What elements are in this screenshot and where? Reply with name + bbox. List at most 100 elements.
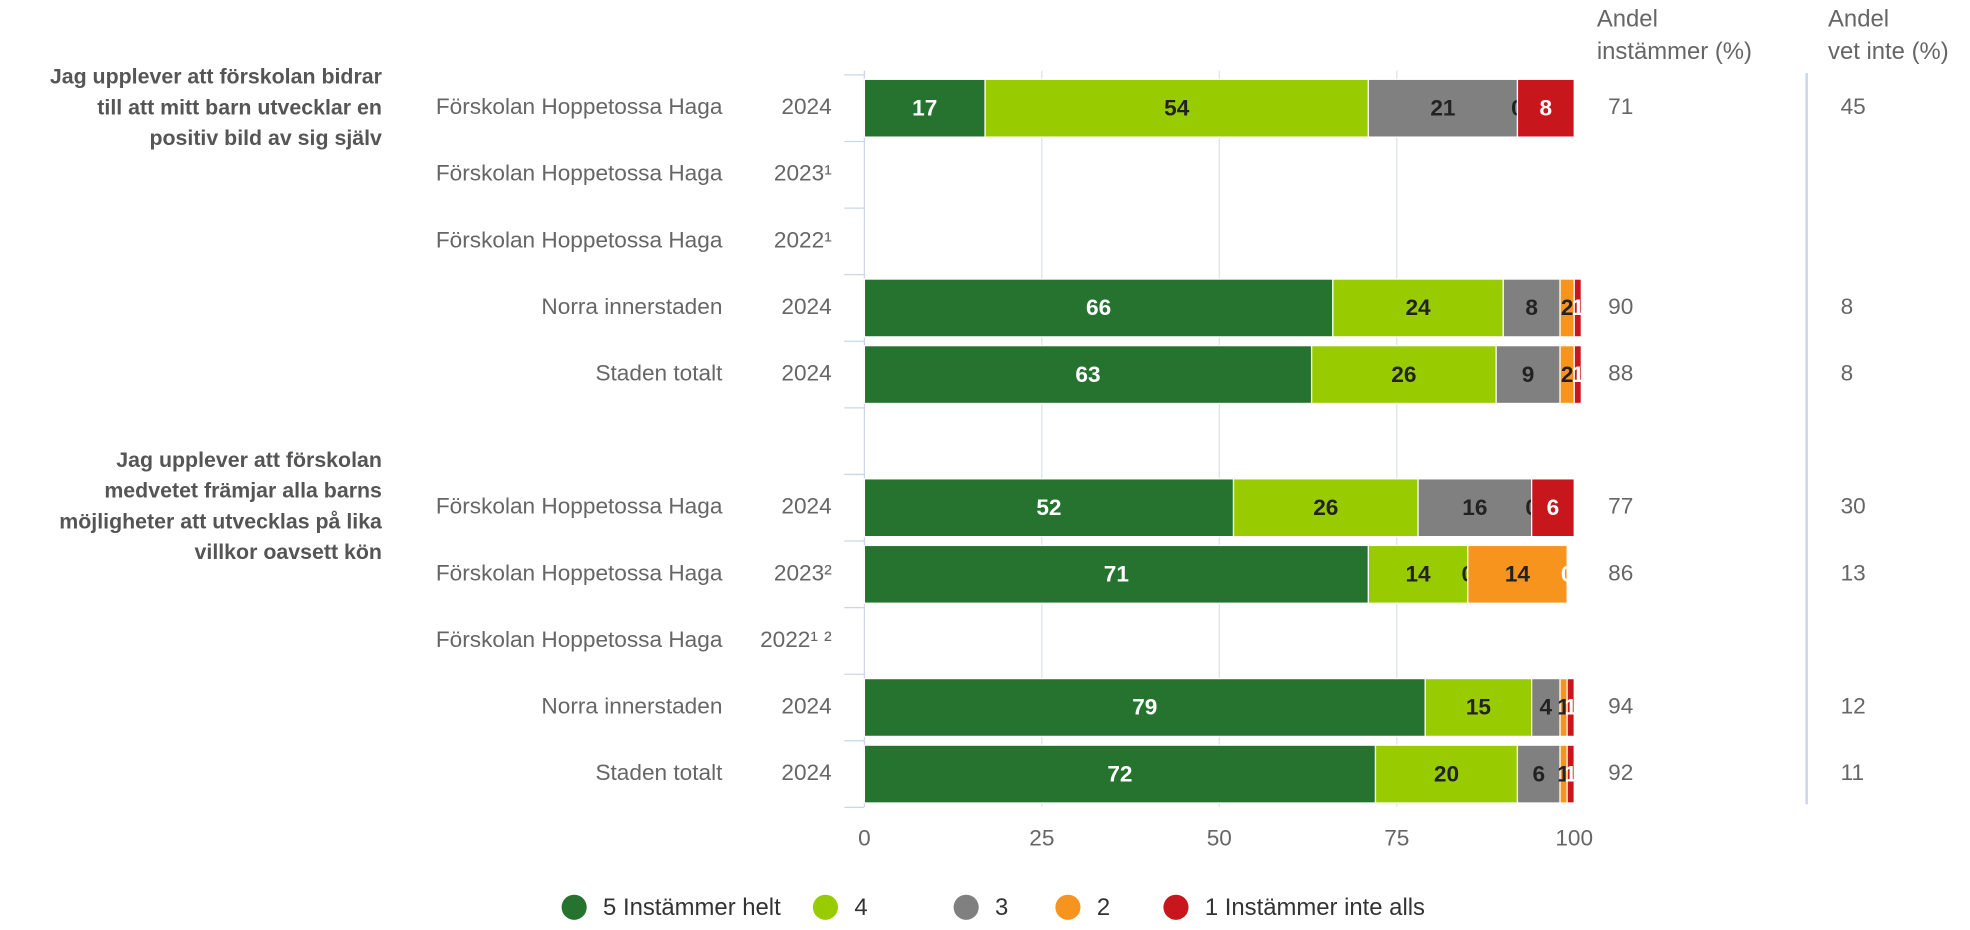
column-value: 88 <box>1608 361 1633 386</box>
data-label: 26 <box>1313 495 1338 520</box>
column-value: 94 <box>1608 693 1633 718</box>
bar-segment <box>863 345 1313 405</box>
data-label: 9 <box>1522 362 1535 387</box>
bar-segment <box>863 544 1370 604</box>
year-label: 2023² <box>774 560 832 585</box>
column-title: Andel <box>1828 6 1889 33</box>
question-label: möjligheter att utvecklas på lika <box>59 509 382 533</box>
legend-marker <box>953 894 979 920</box>
category-label: Förskolan Hoppetossa Haga <box>436 627 723 652</box>
data-label: 1 <box>1572 295 1585 320</box>
category-label: Förskolan Hoppetossa Haga <box>436 227 723 252</box>
column-value: 90 <box>1608 294 1633 319</box>
question-label: medvetet främjar alla barns <box>104 479 382 503</box>
data-label: 4 <box>1540 695 1553 720</box>
year-label: 2024 <box>781 494 831 519</box>
column-value: 30 <box>1841 494 1866 519</box>
data-label: 21 <box>1430 95 1455 120</box>
legend-label: 1 Instämmer inte alls <box>1205 894 1425 921</box>
year-label: 2022¹ <box>774 227 832 252</box>
data-label: 26 <box>1391 362 1416 387</box>
data-label: 1 <box>1564 695 1577 720</box>
legend-label: 2 <box>1097 894 1110 921</box>
bar-segment <box>1417 478 1533 538</box>
data-label: 72 <box>1107 761 1132 786</box>
category-label: Förskolan Hoppetossa Haga <box>436 494 723 519</box>
category-label: Förskolan Hoppetossa Haga <box>436 94 723 119</box>
data-label: 63 <box>1075 362 1100 387</box>
year-label: 2024 <box>781 94 831 119</box>
bar-segment <box>863 478 1235 538</box>
legend-marker <box>1055 894 1081 920</box>
year-label: 2023¹ <box>774 161 832 186</box>
bar-segment <box>1467 544 1568 604</box>
column-value: 12 <box>1841 693 1866 718</box>
data-label: 1 <box>1572 362 1585 387</box>
data-label: 71 <box>1104 562 1129 587</box>
data-label: 1 <box>1564 761 1577 786</box>
data-label: 24 <box>1405 295 1431 320</box>
column-value: 77 <box>1608 494 1633 519</box>
x-tick-label: 100 <box>1555 825 1593 850</box>
year-label: 2024 <box>781 294 831 319</box>
bar-segment <box>1232 478 1419 538</box>
x-tick-label: 0 <box>858 825 871 850</box>
question-label: villkor oavsett kön <box>195 540 382 564</box>
bar-segment <box>1502 278 1561 338</box>
data-label: 2 <box>1561 295 1574 320</box>
bar-segment <box>863 278 1334 338</box>
category-label: Förskolan Hoppetossa Haga <box>436 161 723 186</box>
column-title: instämmer (%) <box>1597 38 1752 65</box>
column-value: 8 <box>1841 294 1854 319</box>
data-label: 8 <box>1525 295 1538 320</box>
bar-segment <box>1310 345 1497 405</box>
category-label: Förskolan Hoppetossa Haga <box>436 560 723 585</box>
data-label: 54 <box>1164 95 1190 120</box>
data-label: 8 <box>1540 95 1553 120</box>
legend-label: 5 Instämmer helt <box>603 894 781 921</box>
data-label: 52 <box>1036 495 1061 520</box>
bar-segment <box>863 744 1377 804</box>
legend-label: 3 <box>995 894 1008 921</box>
question-label: Jag upplever att förskolan <box>116 448 382 472</box>
bar-segment <box>1573 345 1582 405</box>
column-value: 11 <box>1841 760 1864 785</box>
data-label: 14 <box>1505 562 1531 587</box>
data-label: 15 <box>1466 695 1491 720</box>
category-label: Norra innerstaden <box>541 294 722 319</box>
question-label: Jag upplever att förskolan bidrar <box>50 65 382 89</box>
column-value: 8 <box>1841 361 1854 386</box>
x-tick-label: 75 <box>1384 825 1409 850</box>
column-value: 13 <box>1841 560 1866 585</box>
bar-segment <box>1367 78 1519 138</box>
legend-marker <box>561 894 587 920</box>
year-label: 2024 <box>781 361 831 386</box>
bar-segment <box>1516 78 1575 138</box>
data-label: 17 <box>912 95 937 120</box>
x-tick-label: 50 <box>1207 825 1232 850</box>
column-value: 86 <box>1608 560 1633 585</box>
bar-segment <box>863 677 1426 738</box>
data-label: 16 <box>1462 495 1487 520</box>
question-label: till att mitt barn utvecklar en <box>97 95 382 119</box>
bar-segment <box>1495 345 1561 405</box>
bar-segment <box>863 78 986 138</box>
data-label: 66 <box>1086 295 1111 320</box>
data-label: 6 <box>1532 761 1545 786</box>
data-label: 6 <box>1547 495 1560 520</box>
year-label: 2022¹ ² <box>760 627 832 652</box>
data-label: 0 <box>1561 562 1574 587</box>
category-label: Staden totalt <box>595 760 723 785</box>
year-label: 2024 <box>781 693 831 718</box>
bar-segment <box>1566 677 1575 738</box>
bar-segment <box>1573 278 1582 338</box>
legend-marker <box>1163 894 1189 920</box>
bar-segment <box>1566 744 1575 804</box>
bar-segment <box>1531 478 1575 538</box>
column-title: Andel <box>1597 6 1658 33</box>
bar-segment <box>984 78 1370 138</box>
year-label: 2024 <box>781 760 831 785</box>
legend-marker <box>812 894 839 920</box>
question-label: positiv bild av sig själv <box>149 126 382 150</box>
